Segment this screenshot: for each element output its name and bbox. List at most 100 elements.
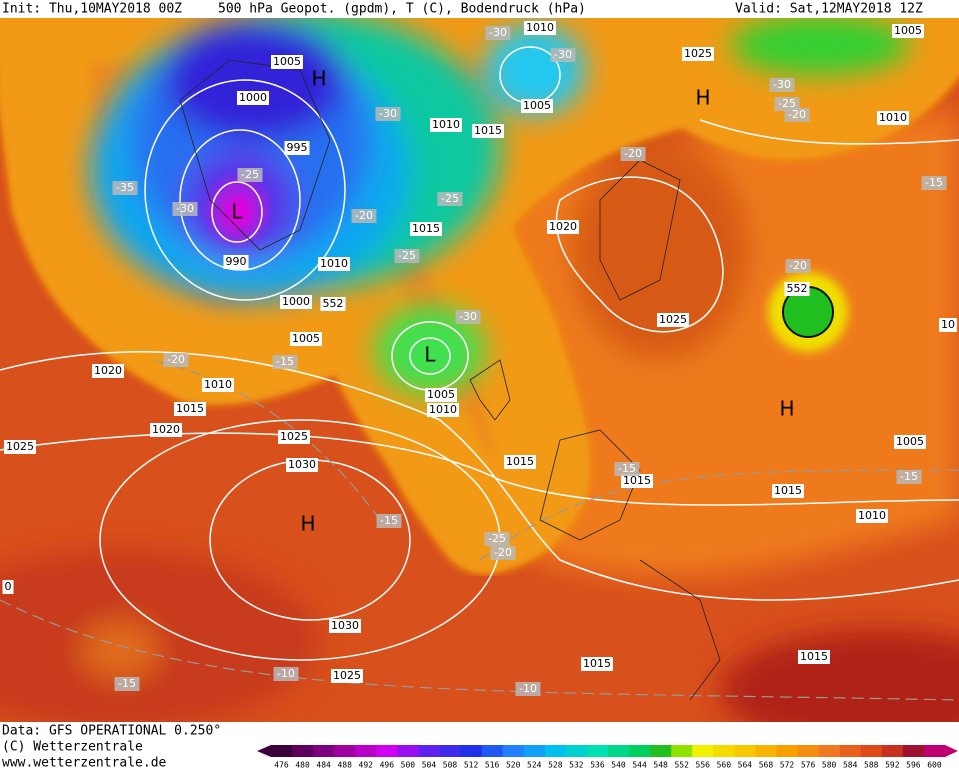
temperature-label: -15: [618, 462, 636, 475]
isobar-label-box: [892, 24, 924, 38]
isobar-label-box: [784, 282, 810, 296]
temperature-label-box: [172, 202, 198, 216]
colorbar-cell: [902, 745, 925, 757]
colorbar-label: 504: [422, 761, 437, 770]
isobar-label: 995: [287, 141, 308, 154]
colorbar-label: 556: [696, 761, 711, 770]
temperature-label: -20: [167, 353, 185, 366]
isobar-label-box: [472, 124, 504, 138]
isobar-label: 1015: [623, 474, 651, 487]
colorbar-cell: [376, 745, 398, 757]
colorbar-cell: [923, 745, 946, 757]
colorbar-cell: [418, 745, 440, 757]
colorbar-cell: [292, 745, 314, 757]
colorbar-cell: [881, 745, 904, 757]
isobar-label-box: [425, 388, 457, 402]
colorbar-label: 592: [885, 761, 900, 770]
temperature-label-box: [437, 192, 463, 206]
temperature-label-box: [272, 355, 298, 369]
temperature-label-box: [112, 181, 138, 195]
isobar-label: 1010: [429, 403, 457, 416]
isobar-label: 1025: [280, 430, 308, 443]
colorbar-label: 576: [801, 761, 816, 770]
colorbar-label: 568: [759, 761, 774, 770]
isobar-label: 1025: [6, 440, 34, 453]
isobar-label-box: [657, 313, 689, 327]
isobar-label-box: [290, 332, 322, 346]
isobar-label: 1005: [894, 24, 922, 37]
isobar-label: 0: [5, 580, 12, 593]
colorbar-label: 600: [927, 761, 942, 770]
pressure-center: H: [311, 67, 326, 91]
header-init: Init: Thu,10MAY2018 00Z: [2, 2, 182, 17]
colorbar-label: 588: [864, 761, 879, 770]
isobar-label: 552: [787, 282, 808, 295]
colorbar-label: 564: [738, 761, 753, 770]
isobar-label: 1015: [800, 650, 828, 663]
temperature-label-box: [769, 78, 795, 92]
isobar-label-box: [4, 440, 36, 454]
isobar-label: 1015: [506, 455, 534, 468]
isobar-label-box: [271, 55, 303, 69]
isobar-label: 1005: [896, 435, 924, 448]
colorbar-cell: [523, 745, 546, 757]
isobar-label: 1020: [152, 423, 180, 436]
isobar-label-box: [524, 21, 556, 35]
colorbar-cell: [313, 745, 335, 757]
temperature-label: -25: [398, 249, 416, 262]
colorbar-cell: [734, 745, 756, 757]
colorbar-cell: [355, 745, 377, 757]
temperature-label: -35: [116, 181, 134, 194]
colorbar-cell: [271, 745, 293, 757]
isobar-label-box: [329, 619, 361, 633]
colorbar: 476 480 484 488 492 496 500 504 508 512 516 520 524 5…: [257, 745, 958, 770]
isobar-label: 1020: [94, 364, 122, 377]
colorbar-cell: [481, 745, 504, 757]
colorbar-cell: [818, 745, 841, 757]
temperature-label: -10: [277, 667, 295, 680]
isobar-label-box: [284, 141, 310, 155]
colorbar-label: 580: [822, 761, 837, 770]
isobar-label: 1010: [526, 21, 554, 34]
temperature-label-box: [485, 26, 511, 40]
temperature-label: -25: [488, 532, 506, 545]
isobar-label-box: [410, 222, 442, 236]
isobar-label: 1010: [204, 378, 232, 391]
temperature-label: -30: [554, 48, 572, 61]
colorbar-cell: [692, 745, 714, 757]
isobar-label: 990: [226, 255, 247, 268]
colorbar-cell: [608, 745, 630, 757]
isobar-label: 1020: [549, 220, 577, 233]
isobar-label-box: [430, 118, 462, 132]
colorbar-arrow-left: [257, 745, 271, 757]
temperature-label: -30: [773, 78, 791, 91]
temperature-label: -30: [379, 107, 397, 120]
isobar-label-box: [621, 474, 653, 488]
isobar-label-box: [2, 580, 14, 594]
isobar-label-box: [504, 455, 536, 469]
isobar-label: 1015: [583, 657, 611, 670]
colorbar-cell: [860, 745, 883, 757]
isobar-label: 1000: [239, 91, 267, 104]
colorbar-label: 476: [274, 761, 289, 770]
colorbar-label: 516: [485, 761, 500, 770]
footer-url: www.wetterzentrale.de: [2, 756, 167, 770]
colorbar-label: 480: [295, 761, 310, 770]
colorbar-cell: [334, 745, 356, 757]
temperature-label-box: [784, 108, 810, 122]
isobar-label-box: [92, 364, 124, 378]
temperature-label: -30: [489, 26, 507, 39]
pressure-center: L: [424, 343, 436, 367]
colorbar-label: 540: [611, 761, 626, 770]
temperature-label-box: [375, 107, 401, 121]
colorbar-cell: [776, 745, 799, 757]
colorbar-label: 536: [590, 761, 605, 770]
temperature-label-box: [515, 682, 541, 696]
header-valid: Valid: Sat,12MAY2018 12Z: [735, 2, 923, 17]
colorbar-label: 572: [780, 761, 795, 770]
isobar-label: 1010: [320, 257, 348, 270]
colorbar-label: 560: [717, 761, 732, 770]
temperature-label: -25: [241, 168, 259, 181]
temperature-label-box: [351, 209, 377, 223]
colorbar-label: 532: [569, 761, 584, 770]
